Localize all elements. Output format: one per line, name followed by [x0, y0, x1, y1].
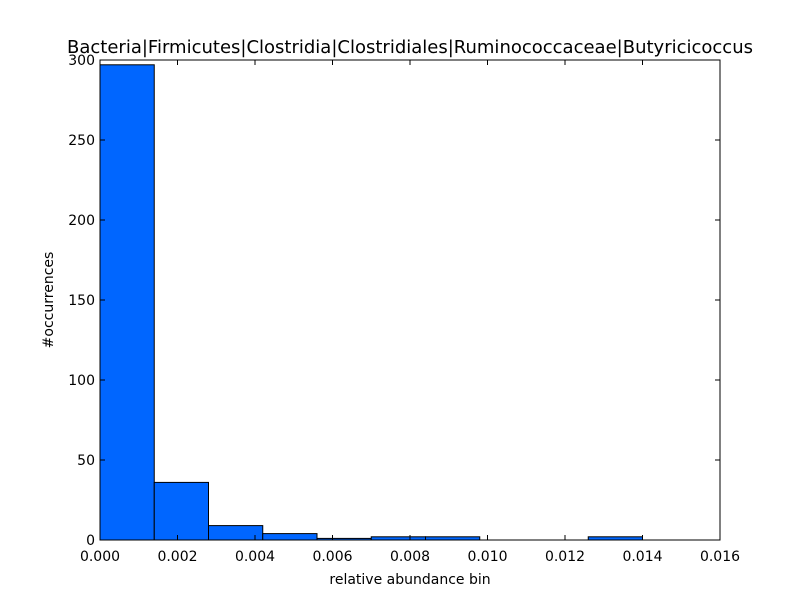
- y-axis-label: #occurrences: [41, 252, 57, 349]
- y-tick-label: 150: [68, 293, 95, 309]
- histogram-bar-1: [153, 481, 209, 541]
- y-tick-label: 300: [68, 53, 95, 69]
- histogram-bar-3: [262, 533, 318, 541]
- y-tick-label: 100: [68, 373, 95, 389]
- y-tick-label: 250: [68, 133, 95, 149]
- ticks-group: 0.000 0.002 0.004 0.006 0.008 0.010 0.012 0.014…: [68, 53, 740, 565]
- x-axis-label: relative abundance bin: [329, 572, 490, 588]
- x-tick-label: 0.010: [467, 549, 507, 565]
- chart-title: Bacteria|Firmicutes|Clostridia|Clostridi…: [67, 37, 753, 58]
- x-tick-label: 0.006: [312, 549, 352, 565]
- x-tick-label: 0.002: [157, 549, 197, 565]
- x-tick-label: 0.000: [80, 549, 120, 565]
- y-tick-label: 200: [68, 213, 95, 229]
- y-tick-label: 0: [86, 533, 95, 549]
- x-tick-label: 0.008: [390, 549, 430, 565]
- histogram-bar-0: [99, 64, 155, 541]
- plot-frame: [99, 59, 721, 541]
- x-tick-label: 0.012: [545, 549, 585, 565]
- x-tick-label: 0.014: [622, 549, 662, 565]
- bars-group: [99, 64, 643, 541]
- y-tick-label: 50: [77, 453, 95, 469]
- x-tick-label: 0.016: [700, 549, 740, 565]
- x-tick-label: 0.004: [235, 549, 275, 565]
